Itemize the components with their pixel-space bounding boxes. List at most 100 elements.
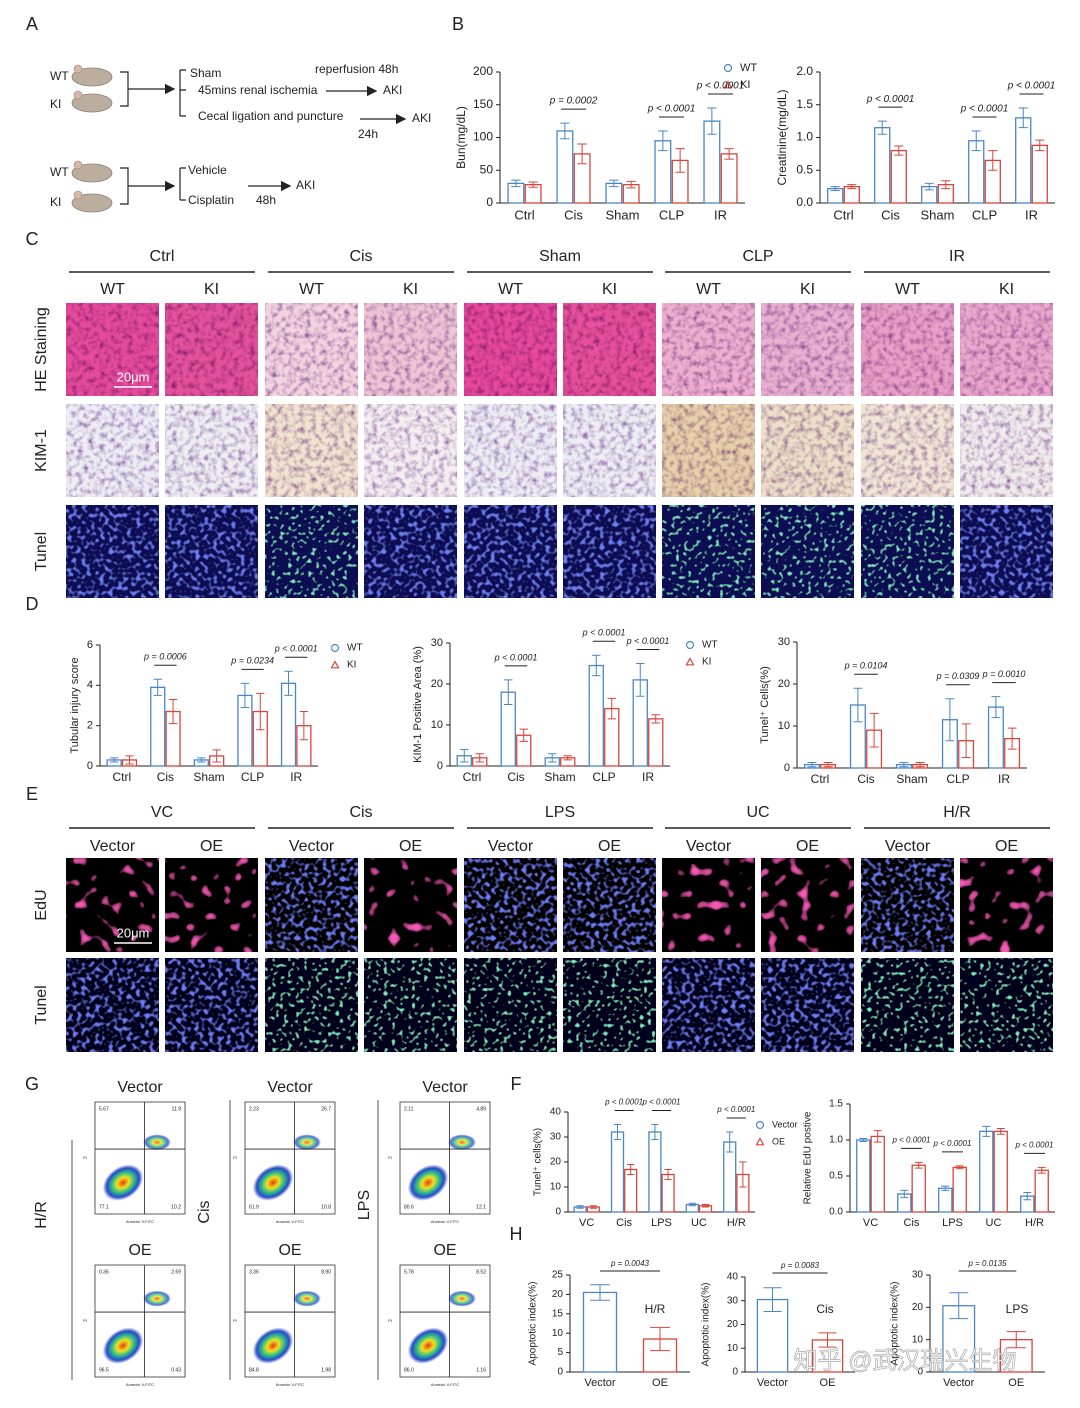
y-tick-label: 20 (727, 1319, 739, 1330)
error-bar (460, 749, 469, 763)
group-label: Ctrl (150, 248, 175, 265)
legend-marker (330, 643, 340, 653)
y-tick-label: 1.0 (796, 130, 813, 144)
error-bar (961, 723, 971, 758)
quadrant-value: 86.0 (404, 1367, 414, 1373)
bar (556, 130, 574, 204)
error-bar (504, 679, 513, 705)
micrograph (960, 958, 1053, 1052)
micrograph (662, 303, 755, 396)
subgroup-label: OE (399, 838, 422, 855)
cell-population (102, 1327, 144, 1364)
error-bar (609, 179, 619, 188)
error-bar (914, 1161, 923, 1169)
x-tick-label: OE (820, 1377, 836, 1389)
axis-label: Annexin V-FITC (126, 1219, 154, 1224)
y-tick-label: 20 (912, 1302, 924, 1313)
error-bar (168, 698, 178, 725)
schematic-text: KI (50, 97, 61, 111)
micrograph (464, 505, 557, 598)
y-axis-title: Relative EdU postive (803, 1111, 814, 1204)
axis-label: PI (83, 1155, 87, 1160)
mouse-ear (73, 190, 83, 200)
subgroup-label: WT (498, 281, 523, 298)
error-bar (701, 1204, 710, 1208)
error-bar (1006, 1331, 1026, 1349)
error-bar (949, 1292, 969, 1320)
y-tick-label: 25 (552, 1270, 564, 1281)
error-bar (560, 122, 570, 140)
y-tick-label: 0 (784, 762, 790, 774)
error-bar (941, 1185, 950, 1191)
axis-label: Annexin V-FITC (126, 1382, 154, 1387)
quadrant-value: 12.1 (476, 1204, 486, 1210)
y-tick-label: 10 (552, 1328, 564, 1339)
y-tick-label: 50 (480, 162, 494, 176)
p-value: p < 0.0001 (1007, 81, 1056, 92)
axis-label: Annexin V-FITC (276, 1219, 304, 1224)
condition-label: Cis (196, 1200, 213, 1223)
cell-population (143, 1290, 171, 1307)
schematic-text: reperfusion 48h (315, 62, 398, 76)
quadrant-value: 2.11 (404, 1106, 414, 1112)
y-axis-title: Tubular injury score (69, 657, 81, 753)
axis-label: PI (388, 1155, 392, 1160)
x-tick-label: Vector (584, 1377, 616, 1389)
bar (1031, 144, 1048, 204)
error-bar (869, 712, 879, 748)
error-bar (548, 753, 557, 763)
quadrant-value: 5.78 (404, 1269, 414, 1275)
micrograph (662, 404, 755, 497)
p-value: p < 0.0001 (274, 644, 318, 654)
mouse-ear (73, 64, 83, 74)
error-bar (996, 1127, 1005, 1135)
micrograph (861, 858, 954, 952)
quadrant-value: 61.9 (249, 1204, 259, 1210)
panel-label: F (511, 1074, 522, 1094)
error-bar (528, 181, 538, 188)
p-value: p = 0.0309 (936, 671, 980, 681)
micrograph (165, 858, 258, 952)
y-tick-label: 100 (473, 130, 493, 144)
x-tick-label: IR (290, 770, 302, 784)
p-value: p = 0.0002 (549, 96, 598, 107)
schematic-text: Cisplatin (188, 193, 234, 207)
y-tick-label: 15 (552, 1308, 564, 1319)
micrograph (861, 958, 954, 1052)
error-bar (511, 179, 521, 188)
y-tick-label: 0 (557, 1367, 563, 1378)
condition-label: H/R (645, 1302, 666, 1316)
x-tick-label: Cis (157, 770, 174, 784)
subgroup-label: WT (895, 281, 920, 298)
y-tick-label: 0.0 (829, 1207, 843, 1218)
error-bar (675, 148, 685, 173)
x-tick-label: IR (1025, 207, 1038, 222)
micrograph (165, 303, 258, 396)
group-label: VC (151, 804, 173, 821)
cell-population (102, 1164, 144, 1201)
error-bar (651, 714, 660, 724)
micrograph (464, 303, 557, 396)
error-bar (256, 692, 265, 731)
quadrant-value: 10.2 (171, 1204, 181, 1210)
quadrant-value: 10.8 (321, 1204, 331, 1210)
plot-title: Vector (267, 1079, 313, 1096)
y-tick-label: 150 (473, 97, 493, 111)
condition-label: LPS (1006, 1302, 1029, 1316)
y-tick-label: 1.5 (829, 1099, 843, 1110)
schematic-text: AKI (296, 178, 315, 192)
micrograph (165, 404, 258, 497)
error-bar (823, 762, 833, 768)
quadrant-value: 77.1 (99, 1204, 109, 1210)
micrograph (66, 505, 159, 598)
p-value: p < 0.0001 (647, 104, 696, 115)
y-tick-label: 0 (437, 760, 443, 772)
legend-label: KI (702, 657, 711, 668)
micrograph (960, 505, 1053, 598)
x-tick-label: Sham (921, 207, 955, 222)
plot-title: OE (128, 1242, 151, 1259)
panel-label: D (26, 594, 39, 614)
y-tick-label: 30 (431, 637, 443, 649)
bar (588, 664, 604, 767)
error-bar (1035, 139, 1045, 152)
